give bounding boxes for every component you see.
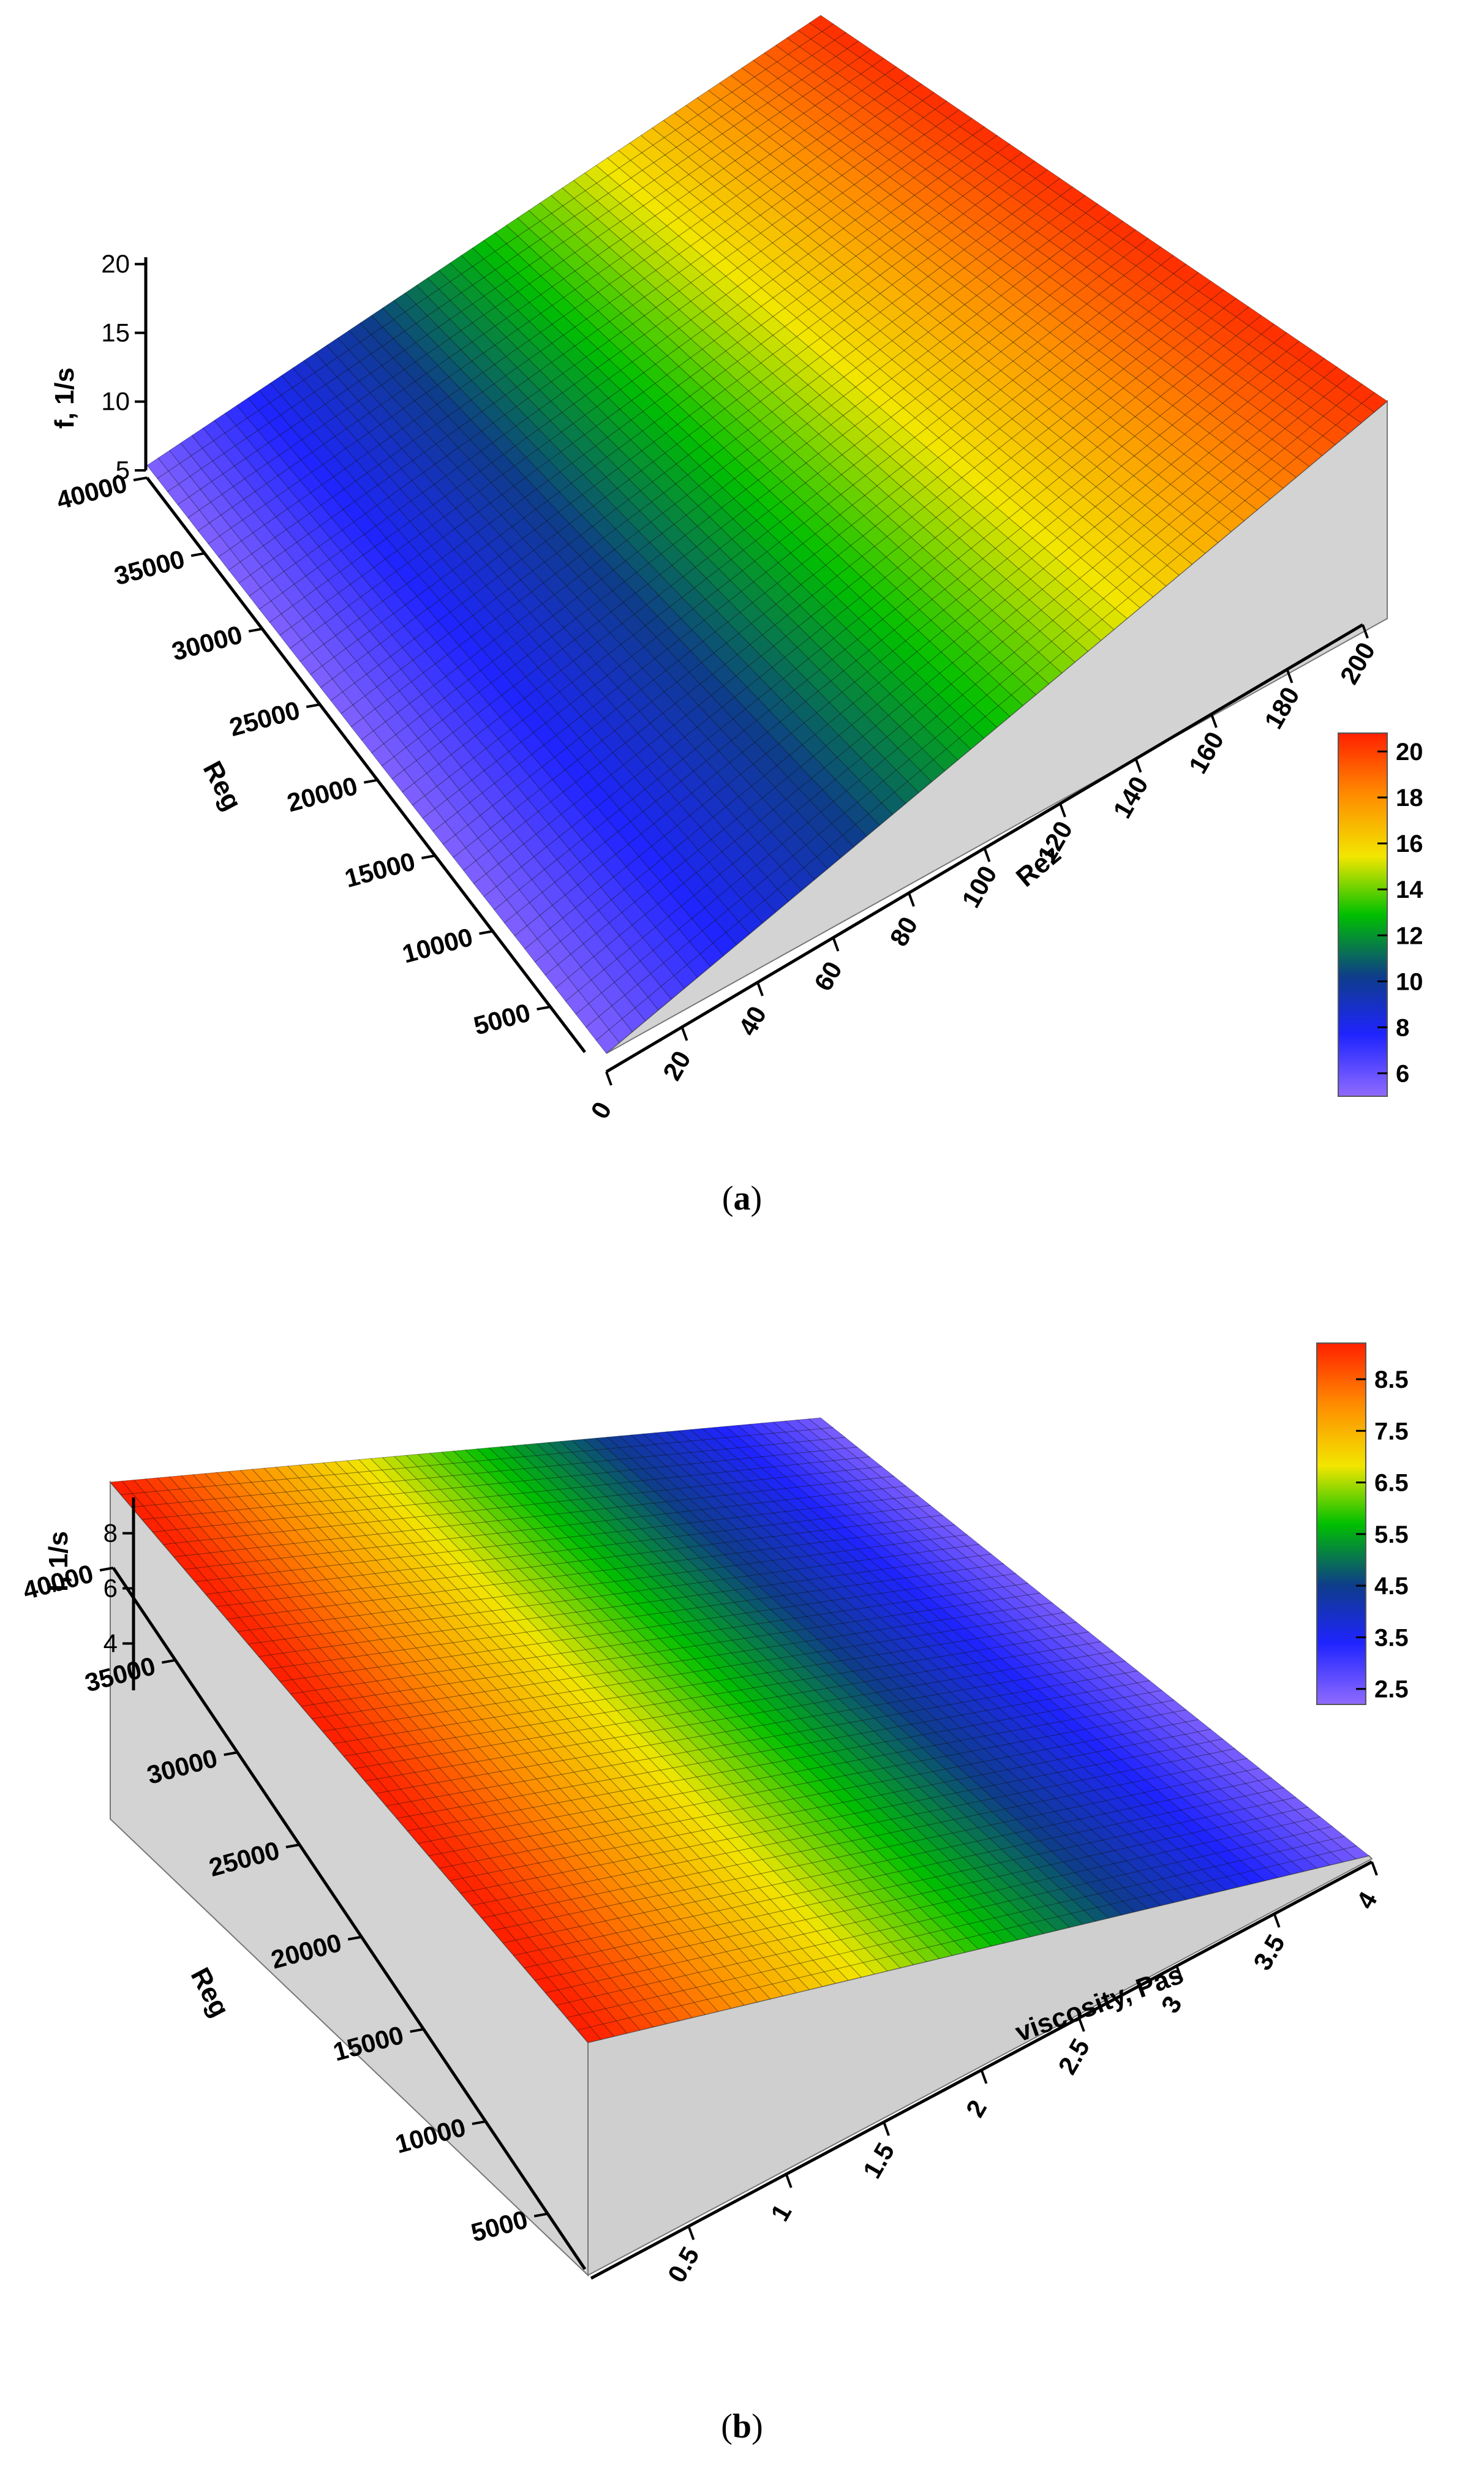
y-tick: [248, 627, 263, 633]
x-tick-label: 200: [1335, 638, 1381, 689]
x-tick-label: 80: [884, 912, 923, 951]
x-tick-label: 40: [733, 1001, 772, 1041]
z-tick-label: 20: [101, 249, 130, 278]
colorbar-tick-label: 10: [1396, 968, 1423, 995]
y-tick-label: 10000: [399, 922, 476, 969]
y-tick: [363, 778, 378, 784]
z-tick-label: 15: [101, 318, 130, 347]
y-tick-label: 30000: [169, 620, 246, 666]
y-tick: [133, 476, 148, 481]
y-axis-label: Reg: [197, 756, 247, 815]
x-tick-label: 140: [1107, 772, 1154, 823]
y-tick-label: 25000: [227, 696, 303, 742]
z-tick-label: 10: [101, 387, 130, 416]
x-tick: [983, 848, 991, 862]
colorbar-tick-label: 20: [1396, 739, 1423, 766]
x-tick: [756, 982, 764, 996]
colorbar-tick-label: 18: [1396, 785, 1423, 811]
x-tick-label: 20: [657, 1046, 696, 1085]
colorbar-tick-label: 8: [1396, 1014, 1409, 1041]
x-tick-label: 100: [956, 861, 1003, 913]
colorbar: [1338, 732, 1388, 1097]
colorbar-tick-label: 6: [1396, 1060, 1409, 1087]
x-tick: [908, 892, 915, 907]
y-tick: [421, 854, 435, 860]
surface-mesh: [146, 15, 1388, 1054]
x-tick: [605, 1071, 612, 1086]
colorbar-tick-label: 16: [1396, 830, 1423, 857]
x-tick: [1210, 713, 1218, 728]
y-tick-label: 20000: [284, 771, 361, 818]
y-tick-label: 15000: [342, 846, 418, 893]
x-tick-label: 0: [585, 1097, 617, 1124]
x-tick: [832, 937, 840, 952]
y-tick: [190, 552, 205, 557]
x-tick: [680, 1026, 688, 1041]
colorbar-tick-label: 14: [1396, 876, 1423, 903]
x-tick-label: 180: [1259, 682, 1305, 734]
y-tick-label: 40000: [53, 469, 130, 515]
y-tick-label: 5000: [470, 998, 533, 1041]
y-tick: [479, 930, 493, 935]
y-tick: [306, 703, 320, 709]
x-tick: [1059, 803, 1066, 818]
x-tick: [1134, 758, 1142, 773]
colorbar-tick-label: 12: [1396, 922, 1423, 949]
y-tick-label: 35000: [111, 544, 187, 591]
y-tick: [537, 1005, 551, 1011]
x-tick-label: 160: [1183, 727, 1230, 778]
z-axis-label: f, 1/s: [50, 367, 80, 429]
x-tick-label: 60: [808, 957, 848, 996]
